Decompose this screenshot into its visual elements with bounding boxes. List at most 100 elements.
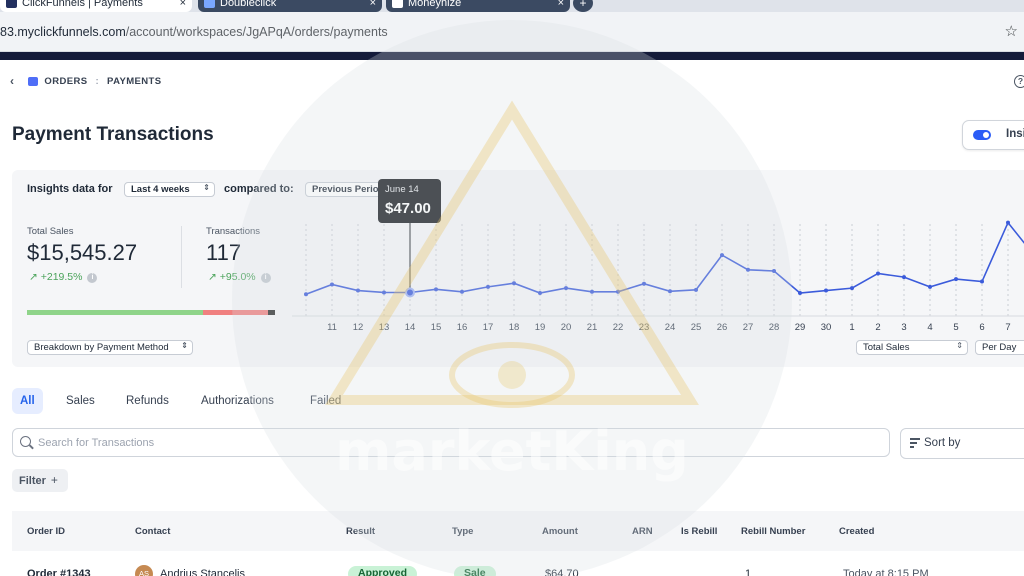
filter-button[interactable]: Filter +: [12, 469, 68, 492]
chart-point[interactable]: [876, 271, 880, 276]
browser-tab-moneyhize[interactable]: Moneyhize ×: [386, 0, 570, 12]
chart-point[interactable]: [434, 287, 438, 292]
doubleclick-favicon: [204, 0, 215, 8]
chart-point[interactable]: [746, 267, 750, 272]
tab-all[interactable]: All: [12, 388, 43, 414]
star-icon[interactable]: ☆: [1004, 23, 1018, 40]
chart-point[interactable]: [798, 291, 802, 295]
payment-mix-green-segment: [27, 310, 203, 315]
chart-point[interactable]: [616, 289, 620, 294]
tab-failed[interactable]: Failed: [310, 395, 342, 407]
order-id-cell[interactable]: Order #1343: [27, 568, 91, 576]
chart-point[interactable]: [382, 290, 386, 295]
browser-tab-payments[interactable]: ClickFunnels | Payments ×: [0, 0, 192, 12]
toggle-switch[interactable]: [973, 130, 991, 140]
close-tab-icon[interactable]: ×: [179, 0, 186, 9]
created-cell: Today at 8:15 PM: [843, 568, 929, 576]
chart-point[interactable]: [720, 253, 724, 258]
total-sales-label: Total Sales: [27, 226, 74, 237]
compare-period-value: Previous Period: [312, 184, 385, 195]
tooltip-date: June 14: [385, 184, 419, 195]
address-bar[interactable]: 83.myclickfunnels.com/account/workspaces…: [0, 12, 1024, 52]
metric-divider: [181, 226, 182, 288]
back-chevron-icon[interactable]: ‹: [10, 74, 15, 88]
chart-point[interactable]: [1006, 220, 1010, 225]
sort-by-label: Sort by: [924, 437, 961, 449]
metric-select[interactable]: Total Sales ⇕: [856, 340, 968, 355]
chart-point[interactable]: [460, 289, 464, 294]
breadcrumb: ‹ ORDERS : PAYMENTS: [10, 74, 161, 88]
breadcrumb-orders[interactable]: ORDERS: [44, 75, 88, 87]
info-icon[interactable]: i: [87, 273, 98, 283]
info-icon[interactable]: i: [260, 273, 271, 283]
chart-point[interactable]: [330, 282, 334, 287]
help-icon[interactable]: ?: [1014, 75, 1024, 88]
chart-point[interactable]: [980, 279, 984, 284]
chart-point[interactable]: [538, 291, 542, 295]
transactions-label: Transactions: [206, 226, 261, 237]
chart-point-highlighted[interactable]: [405, 287, 415, 298]
chart-point[interactable]: [694, 287, 698, 292]
plus-icon: +: [50, 473, 58, 487]
search-box[interactable]: [12, 428, 890, 457]
chart-point[interactable]: [512, 281, 516, 286]
chart-tooltip: June 14 $47.00: [378, 179, 441, 223]
tab-refunds[interactable]: Refunds: [126, 395, 169, 407]
chart-tick-label: 24: [665, 322, 676, 333]
trend-up-arrow-icon: ↗: [29, 271, 38, 283]
chart-tick-label: 27: [743, 322, 754, 333]
sort-lines-icon: [910, 438, 920, 448]
chart-point[interactable]: [954, 277, 958, 282]
column-header-is-rebill[interactable]: Is Rebill: [681, 526, 718, 537]
tab-authorizations[interactable]: Authorizations: [201, 395, 274, 407]
period-select[interactable]: Last 4 weeks ⇕: [124, 182, 215, 197]
chart-point[interactable]: [642, 281, 646, 286]
chart-point[interactable]: [824, 288, 828, 293]
close-tab-icon[interactable]: ×: [369, 0, 376, 9]
column-header-created[interactable]: Created: [839, 526, 875, 537]
filter-label: Filter: [19, 475, 46, 487]
chart-tick-label: 5: [953, 322, 958, 333]
browser-tab-title: Doubleclick: [220, 0, 277, 9]
column-header-order-id[interactable]: Order ID: [27, 526, 66, 537]
chart-point[interactable]: [590, 289, 594, 294]
chart-tick-label: 6: [979, 322, 984, 333]
table-header: Order ID Contact Result Type Amount ARN …: [12, 511, 1024, 551]
chart-point[interactable]: [902, 275, 906, 280]
insights-toggle-button[interactable]: Insights: [962, 120, 1024, 150]
chart-tick-label: 22: [613, 322, 624, 333]
table-row[interactable]: [12, 551, 1024, 576]
search-input[interactable]: [38, 434, 868, 452]
column-header-rebill-number[interactable]: Rebill Number: [741, 526, 806, 537]
url-text[interactable]: 83.myclickfunnels.com/account/workspaces…: [0, 25, 388, 39]
contact-cell[interactable]: Andrius Stancelis: [160, 568, 245, 576]
chart-point[interactable]: [772, 269, 776, 273]
chart-point[interactable]: [486, 284, 490, 289]
chart-point[interactable]: [850, 286, 854, 291]
total-sales-change-value: +219.5%: [40, 271, 83, 283]
column-header-amount[interactable]: Amount: [542, 526, 578, 537]
sales-line-chart[interactable]: 11 12 13 14 15 16 17 18 19 20 21 22 23 24 25 26 27 28 29 30…: [292, 176, 1024, 336]
column-header-result[interactable]: Result: [346, 526, 376, 537]
chart-tick-label: 17: [483, 322, 494, 333]
breakdown-select-value: Breakdown by Payment Method: [34, 342, 169, 353]
column-header-type[interactable]: Type: [452, 526, 474, 537]
sort-by-button[interactable]: Sort by: [900, 428, 1024, 459]
close-tab-icon[interactable]: ×: [557, 0, 564, 9]
column-header-contact[interactable]: Contact: [135, 526, 171, 537]
payment-mix-black-segment: [268, 310, 275, 315]
browser-tab-doubleclick[interactable]: Doubleclick ×: [198, 0, 382, 12]
new-tab-button[interactable]: +: [573, 0, 593, 12]
breakdown-select[interactable]: Breakdown by Payment Method ⇕: [27, 340, 193, 355]
chart-point[interactable]: [356, 288, 360, 293]
breadcrumb-separator: :: [95, 75, 100, 87]
chart-tick-label: 29: [795, 322, 806, 333]
tab-sales[interactable]: Sales: [66, 395, 95, 407]
column-header-arn[interactable]: ARN: [632, 526, 653, 537]
compared-to-label: compared to:: [224, 183, 294, 195]
chart-point[interactable]: [564, 286, 568, 291]
interval-select[interactable]: Per Day: [975, 340, 1024, 355]
chart-point[interactable]: [668, 289, 672, 294]
chart-point[interactable]: [928, 284, 932, 289]
chart-point[interactable]: [304, 292, 308, 297]
